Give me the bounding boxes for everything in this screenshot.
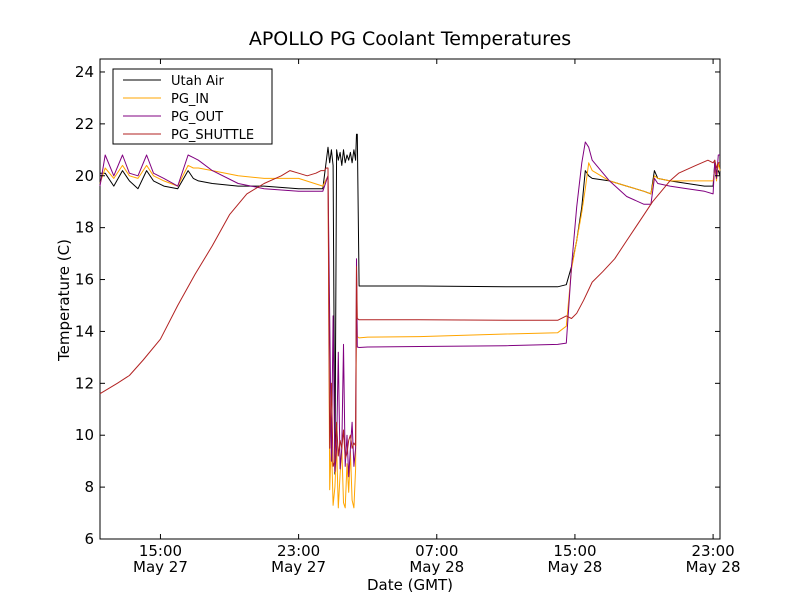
legend: Utah Air PG_IN PG_OUT PG_SHUTTLE <box>112 68 273 145</box>
y-tick-label: 20 <box>75 167 94 185</box>
x-axis-label: Date (GMT) <box>367 576 453 594</box>
x-tick-label-time: 15:00 <box>553 542 596 560</box>
legend-box <box>112 68 273 145</box>
series-line-pg-out <box>99 141 720 478</box>
x-tick-label-date: May 28 <box>409 558 464 576</box>
x-tick-label-time: 23:00 <box>277 542 320 560</box>
y-tick-label: 6 <box>84 530 94 548</box>
y-tick-label: 22 <box>75 115 94 133</box>
chart-title: APOLLO PG Coolant Temperatures <box>249 28 571 50</box>
x-tick-label-date: May 27 <box>271 558 326 576</box>
y-tick-label: 12 <box>75 374 94 392</box>
x-tick-label-time: 15:00 <box>139 542 182 560</box>
y-tick-label: 8 <box>84 478 94 496</box>
x-tick-label-date: May 27 <box>133 558 188 576</box>
legend-label: PG_SHUTTLE <box>171 128 254 143</box>
y-axis-label: Temperature (C) <box>55 239 73 362</box>
x-tick-label-time: 23:00 <box>691 542 734 560</box>
y-tick-label: 10 <box>75 426 94 444</box>
series-layer <box>99 133 721 509</box>
y-tick-label: 14 <box>75 322 94 340</box>
y-tick-label: 24 <box>75 63 94 81</box>
legend-label: Utah Air <box>171 74 224 89</box>
x-tick-label-date: May 28 <box>686 558 741 576</box>
series-line-pg-shuttle <box>99 159 720 467</box>
y-tick-label: 16 <box>75 271 94 289</box>
x-tick-label-date: May 28 <box>547 558 602 576</box>
y-tick-label: 18 <box>75 219 94 237</box>
x-tick-label-time: 07:00 <box>415 542 458 560</box>
legend-label: PG_IN <box>171 92 209 107</box>
legend-label: PG_OUT <box>171 110 223 125</box>
